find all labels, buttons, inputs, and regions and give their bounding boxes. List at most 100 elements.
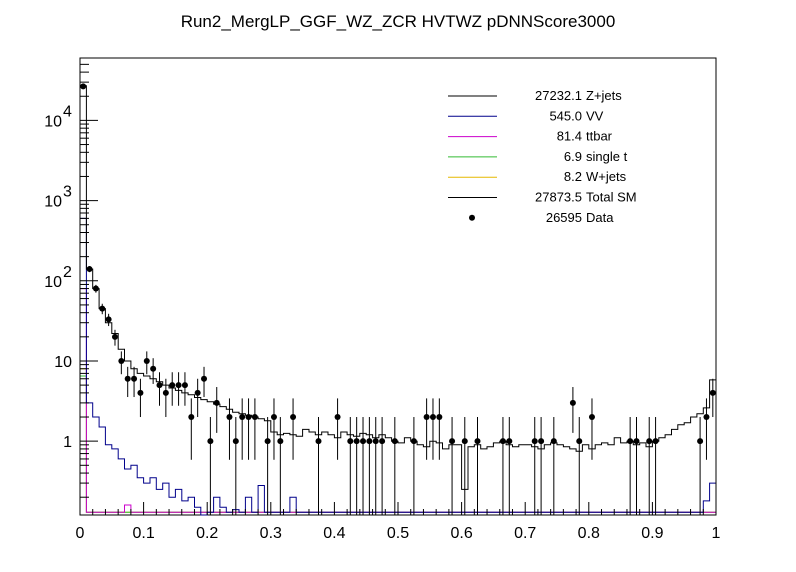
data-point xyxy=(506,438,513,445)
data-point xyxy=(111,333,118,340)
data-point xyxy=(162,389,169,396)
data-point xyxy=(372,438,379,445)
data-point xyxy=(315,438,322,445)
legend-label: Data xyxy=(586,210,614,225)
data-point xyxy=(131,375,138,382)
data-point xyxy=(92,285,99,292)
data-point xyxy=(226,414,233,421)
data-points-layer xyxy=(80,83,716,515)
x-tick-label: 0.6 xyxy=(450,525,472,542)
data-point xyxy=(410,438,417,445)
data-point xyxy=(207,438,214,445)
chart-title: Run2_MergLP_GGF_WZ_ZCR HVTWZ pDNNScore30… xyxy=(181,12,616,31)
data-point xyxy=(245,414,252,421)
legend-label: ttbar xyxy=(586,129,613,144)
legend-label: VV xyxy=(586,108,604,123)
data-point xyxy=(652,438,659,445)
x-tick-label: 0.9 xyxy=(641,525,663,542)
data-point xyxy=(703,414,710,421)
data-point xyxy=(99,305,106,312)
data-point xyxy=(105,316,112,323)
legend-yield: 6.9 xyxy=(564,149,582,164)
data-point xyxy=(232,438,239,445)
y-tick-exponent: 4 xyxy=(63,103,72,120)
data-point xyxy=(188,414,195,421)
y-tick-label: 1 xyxy=(63,434,72,451)
legend: 27232.1 Z+jets 545.0 VV 81.4 ttbar 6.9 single t… xyxy=(448,88,637,225)
data-point xyxy=(391,438,398,445)
data-point xyxy=(181,382,188,389)
y-tick-label: 10 xyxy=(44,274,62,291)
data-point xyxy=(436,414,443,421)
y-tick-label: 10 xyxy=(54,354,72,371)
data-point xyxy=(80,83,87,90)
legend-yield: 27873.5 xyxy=(535,190,582,205)
y-tick-label: 10 xyxy=(44,194,62,211)
x-tick-label: 1 xyxy=(712,525,721,542)
legend-label: Total SM xyxy=(586,190,637,205)
data-point xyxy=(347,438,354,445)
data-point xyxy=(588,414,595,421)
x-tick-label: 0.4 xyxy=(323,525,345,542)
data-point xyxy=(550,438,557,445)
legend-yield: 26595 xyxy=(546,210,582,225)
data-point xyxy=(86,266,93,273)
plot-frame xyxy=(79,57,717,516)
data-point xyxy=(697,438,704,445)
data-point xyxy=(239,414,246,421)
legend-yield: 81.4 xyxy=(557,129,582,144)
data-point xyxy=(150,365,157,372)
data-point xyxy=(646,438,653,445)
axes: 0 0.1 0.2 0.3 0.4 0.5 0.6 0.7 0.8 0.9 111010210310… xyxy=(44,57,721,542)
y-tick-exponent: 2 xyxy=(63,264,72,281)
y-tick-exponent: 3 xyxy=(63,184,72,201)
data-point xyxy=(360,438,367,445)
data-point xyxy=(118,357,125,364)
y-tick-label: 10 xyxy=(44,113,62,130)
data-point xyxy=(201,375,208,382)
legend-yield: 8.2 xyxy=(564,169,582,184)
histogram-ttbar xyxy=(79,288,717,515)
data-point xyxy=(277,438,284,445)
data-point xyxy=(449,438,456,445)
legend-label: W+jets xyxy=(586,169,627,184)
data-point xyxy=(429,414,436,421)
data-point xyxy=(633,438,640,445)
data-point xyxy=(334,414,341,421)
x-tick-label: 0.1 xyxy=(132,525,154,542)
data-point xyxy=(143,357,150,364)
data-point xyxy=(264,438,271,445)
x-tick-label: 0.2 xyxy=(196,525,218,542)
data-point xyxy=(538,438,545,445)
x-tick-label: 0.7 xyxy=(514,525,536,542)
legend-yield: 27232.1 xyxy=(535,88,582,103)
data-point xyxy=(290,414,297,421)
data-point xyxy=(709,389,716,396)
data-point xyxy=(461,438,468,445)
data-point xyxy=(213,399,220,406)
data-point xyxy=(194,389,201,396)
data-point xyxy=(251,414,258,421)
x-tick-label: 0.5 xyxy=(387,525,409,542)
legend-label: single t xyxy=(586,149,628,164)
data-point xyxy=(474,438,481,445)
data-point xyxy=(169,382,176,389)
data-point xyxy=(499,438,506,445)
data-point xyxy=(379,438,386,445)
data-point xyxy=(569,399,576,406)
histogram-vv xyxy=(79,217,717,516)
data-point xyxy=(423,414,430,421)
x-tick-label: 0 xyxy=(76,525,85,542)
legend-label: Z+jets xyxy=(586,88,622,103)
data-point xyxy=(175,382,182,389)
data-point xyxy=(137,389,144,396)
data-point xyxy=(366,438,373,445)
data-point xyxy=(124,375,131,382)
x-tick-label: 0.8 xyxy=(578,525,600,542)
data-point xyxy=(576,438,583,445)
data-point xyxy=(627,438,634,445)
legend-yield: 545.0 xyxy=(549,108,582,123)
data-point xyxy=(156,382,163,389)
x-tick-label: 0.3 xyxy=(260,525,282,542)
